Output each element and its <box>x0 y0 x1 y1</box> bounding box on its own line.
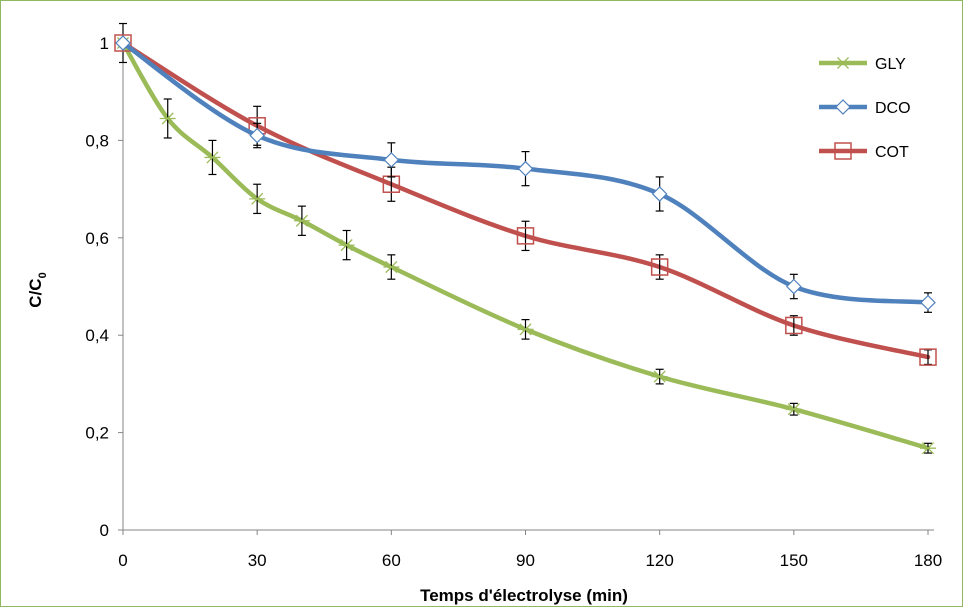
data-point <box>204 151 221 164</box>
x-axis-title: Temps d'électrolyse (min) <box>420 586 628 605</box>
marker-stroke <box>787 403 800 416</box>
marker-stroke <box>251 192 264 205</box>
data-point <box>785 278 802 295</box>
y-tick-label: 0,2 <box>85 424 109 443</box>
data-point <box>651 186 668 202</box>
marker-stroke <box>519 323 532 336</box>
marker-stroke <box>385 260 398 274</box>
data-point <box>249 192 266 205</box>
legend-marker <box>835 99 851 115</box>
legend-item-dco: DCO <box>819 99 911 117</box>
data-point <box>517 323 534 336</box>
data-point <box>115 35 131 51</box>
legend-label: DCO <box>875 100 911 117</box>
marker-stroke <box>295 214 308 227</box>
y-tick-label: 0 <box>100 521 109 540</box>
marker-stroke <box>206 151 219 164</box>
data-point <box>517 160 534 177</box>
data-point <box>920 294 936 311</box>
y-tick-label: 0,8 <box>85 131 109 150</box>
y-tick-label: 0,6 <box>85 229 109 248</box>
data-point <box>249 127 266 144</box>
legend-label: COT <box>875 144 909 161</box>
x-tick-label: 180 <box>914 551 942 570</box>
y-tick-label: 1 <box>100 34 109 53</box>
tick-labels: 0 0,2 0,4 0,6 0,8 1 0 30 60 90 120 150 180 <box>85 34 942 570</box>
series-dco <box>115 35 936 313</box>
legend: GLY DCO COT <box>819 56 911 161</box>
x-tick-label: 120 <box>645 551 673 570</box>
axes <box>118 35 934 535</box>
y-tick-label: 0,4 <box>85 326 109 345</box>
series-cot <box>114 34 937 366</box>
legend-marker <box>835 56 851 70</box>
marker-stroke <box>340 239 353 252</box>
x-tick-label: 60 <box>382 551 401 570</box>
x-tick-label: 0 <box>118 551 127 570</box>
data-point <box>383 152 400 168</box>
marker-stroke <box>836 56 850 70</box>
data-point <box>785 316 803 335</box>
data-point <box>159 112 176 125</box>
y-axis-title-main: C/C <box>26 278 45 307</box>
data-point <box>516 227 535 245</box>
data-point <box>919 348 937 366</box>
data-point <box>920 442 936 455</box>
data-point <box>293 214 310 227</box>
marker-stroke <box>921 442 935 455</box>
legend-item-gly: GLY <box>819 56 906 73</box>
data-point <box>114 34 132 52</box>
series-line <box>120 40 931 360</box>
data-point <box>785 403 802 416</box>
x-tick-label: 150 <box>780 551 808 570</box>
legend-marker <box>834 142 852 160</box>
marker-stroke <box>653 370 666 383</box>
legend-item-cot: COT <box>819 142 909 161</box>
series-line <box>120 40 931 451</box>
data-point <box>651 370 668 383</box>
legend-label: GLY <box>875 56 906 73</box>
y-axis-title-subscript: 0 <box>37 272 49 278</box>
data-point <box>338 239 355 252</box>
y-axis-title: C/C0 <box>26 272 49 307</box>
series <box>114 22 937 455</box>
data-point <box>650 258 669 276</box>
data-point <box>383 260 400 274</box>
x-tick-label: 90 <box>516 551 535 570</box>
x-tick-label: 30 <box>248 551 267 570</box>
marker-stroke <box>161 112 174 125</box>
